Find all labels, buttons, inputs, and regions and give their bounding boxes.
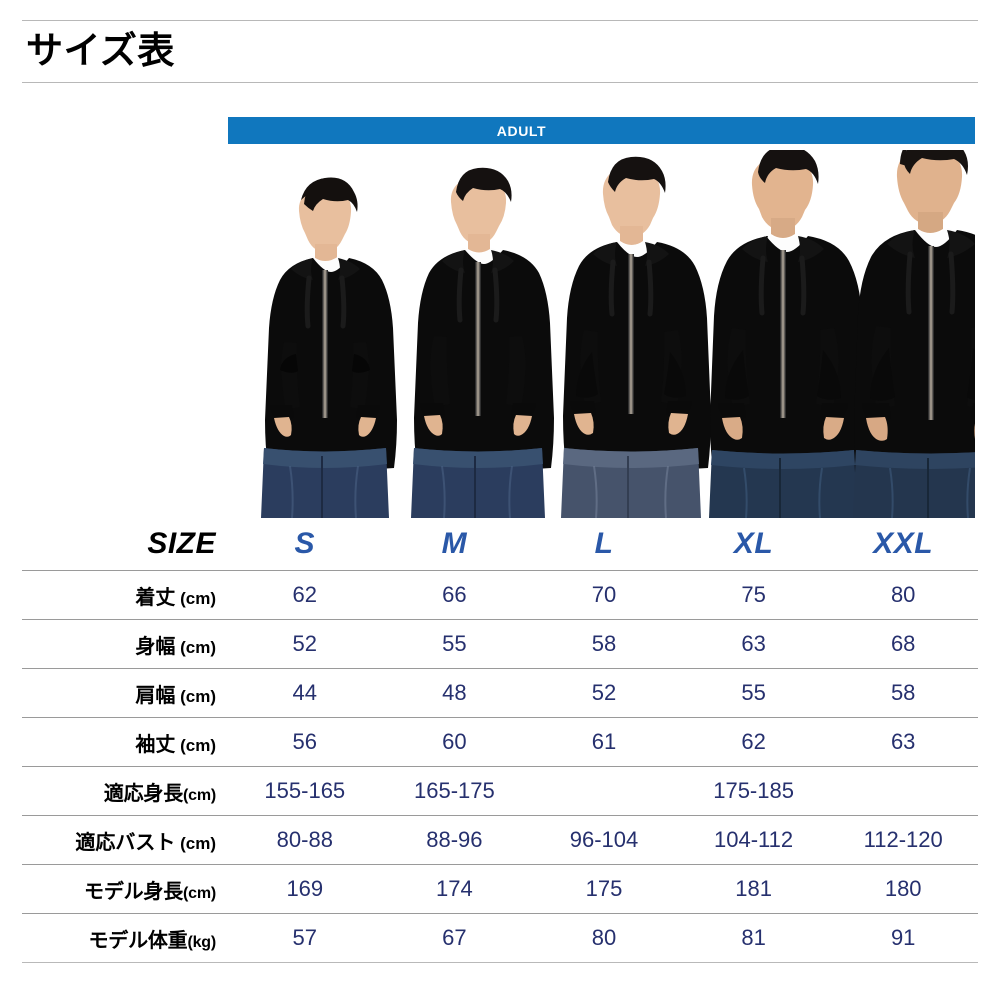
table-row: 袖丈 (cm) 56 60 61 62 63	[22, 717, 978, 767]
row-label-適応身長: 適応身長(cm)	[22, 766, 230, 816]
cell-着丈-xxl: 80	[828, 570, 978, 620]
title-rule-bottom	[22, 82, 978, 83]
row-label-unit: (cm)	[175, 686, 216, 706]
cell-身幅-s: 52	[230, 619, 380, 669]
cell-袖丈-xl: 62	[678, 717, 829, 767]
cell-モデル体重-l: 80	[529, 913, 679, 963]
cell-肩幅-xl: 55	[678, 668, 829, 718]
cell-肩幅-l: 52	[529, 668, 679, 718]
row-label-適応バスト: 適応バスト (cm)	[22, 815, 230, 865]
cell-モデル身長-xl: 181	[678, 864, 829, 914]
row-label-text: 身幅	[135, 635, 176, 658]
row-label-unit: (cm)	[175, 833, 216, 853]
row-label-unit: (cm)	[175, 637, 216, 657]
model-figure-m	[400, 156, 556, 518]
header-size-xxl: XXL	[828, 518, 978, 571]
table-header-row: SIZE S M L XL XXL	[22, 518, 978, 571]
header-size-xl: XL	[678, 518, 829, 571]
cell-適応バスト-m: 88-96	[379, 815, 530, 865]
row-label-text: モデル体重	[88, 929, 188, 952]
cell-着丈-m: 66	[379, 570, 530, 620]
table-row: 身幅 (cm) 52 55 58 63 68	[22, 619, 978, 669]
cell-着丈-xl: 75	[678, 570, 829, 620]
row-label-unit: (cm)	[183, 786, 216, 804]
row-label-text: 着丈	[135, 586, 176, 609]
model-figure-xl	[698, 150, 868, 518]
cell-モデル体重-s: 57	[230, 913, 380, 963]
cell-肩幅-s: 44	[230, 668, 380, 718]
cell-適応身長-merged: 175-185	[529, 766, 978, 816]
row-label-モデル体重: モデル体重(kg)	[22, 913, 230, 963]
cell-肩幅-xxl: 58	[828, 668, 978, 718]
cell-適応バスト-s: 80-88	[230, 815, 380, 865]
header-size-m: M	[379, 518, 530, 571]
table-row: モデル体重(kg) 57 67 80 81 91	[22, 913, 978, 963]
model-figure-xxl	[842, 150, 975, 518]
row-label-unit: (cm)	[175, 588, 216, 608]
row-label-モデル身長: モデル身長(cm)	[22, 864, 230, 914]
table-row: 適応身長(cm) 155-165 165-175 175-185	[22, 766, 978, 816]
cell-適応バスト-xxl: 112-120	[828, 815, 978, 865]
cell-身幅-xxl: 68	[828, 619, 978, 669]
cell-適応バスト-l: 96-104	[529, 815, 679, 865]
header-size-s: S	[230, 518, 380, 571]
cell-適応身長-m: 165-175	[379, 766, 530, 816]
table-row: 適応バスト (cm) 80-88 88-96 96-104 104-112 112-120	[22, 815, 978, 865]
row-label-text: 肩幅	[135, 684, 176, 707]
page-title: サイズ表	[26, 30, 175, 71]
row-label-text: モデル身長	[84, 880, 184, 903]
row-label-text: 適応バスト	[75, 831, 176, 854]
cell-身幅-m: 55	[379, 619, 530, 669]
cell-適応バスト-xl: 104-112	[678, 815, 829, 865]
row-label-unit: (cm)	[175, 735, 216, 755]
row-label-text: 適応身長	[103, 782, 184, 805]
adult-banner-label: ADULT	[496, 122, 547, 139]
row-label-unit: (kg)	[187, 933, 216, 951]
row-label-着丈: 着丈 (cm)	[22, 570, 230, 620]
cell-着丈-l: 70	[529, 570, 679, 620]
cell-袖丈-l: 61	[529, 717, 679, 767]
row-label-肩幅: 肩幅 (cm)	[22, 668, 230, 718]
cell-モデル体重-xl: 81	[678, 913, 829, 963]
model-figure-l	[550, 150, 712, 518]
model-figure-s	[250, 166, 400, 518]
title-rule-top	[22, 20, 978, 21]
cell-着丈-s: 62	[230, 570, 380, 620]
cell-肩幅-m: 48	[379, 668, 530, 718]
model-photo-strip	[228, 150, 975, 518]
row-label-身幅: 身幅 (cm)	[22, 619, 230, 669]
header-size-l: L	[529, 518, 679, 571]
row-label-unit: (cm)	[183, 884, 216, 902]
cell-袖丈-s: 56	[230, 717, 380, 767]
row-label-袖丈: 袖丈 (cm)	[22, 717, 230, 767]
table-row: モデル身長(cm) 169 174 175 181 180	[22, 864, 978, 914]
cell-身幅-xl: 63	[678, 619, 829, 669]
cell-身幅-l: 58	[529, 619, 679, 669]
title-block: サイズ表	[0, 0, 1000, 96]
cell-モデル身長-xxl: 180	[828, 864, 978, 914]
row-label-text: 袖丈	[135, 733, 176, 756]
cell-袖丈-m: 60	[379, 717, 530, 767]
cell-モデル身長-l: 175	[529, 864, 679, 914]
cell-モデル身長-s: 169	[230, 864, 380, 914]
size-spec-table: SIZE S M L XL XXL 着丈 (cm) 62 66 70 75 80 身幅 (c…	[22, 518, 978, 963]
table-row: 肩幅 (cm) 44 48 52 55 58	[22, 668, 978, 718]
cell-モデル体重-m: 67	[379, 913, 530, 963]
cell-袖丈-xxl: 63	[828, 717, 978, 767]
adult-banner: ADULT	[228, 117, 975, 144]
table-row: 着丈 (cm) 62 66 70 75 80	[22, 570, 978, 620]
cell-モデル身長-m: 174	[379, 864, 530, 914]
cell-適応身長-s: 155-165	[230, 766, 380, 816]
cell-モデル体重-xxl: 91	[828, 913, 978, 963]
table-body: 着丈 (cm) 62 66 70 75 80 身幅 (cm) 52 55 58 63 68 肩幅 (cm…	[22, 570, 978, 963]
header-size-label: SIZE	[22, 518, 230, 571]
